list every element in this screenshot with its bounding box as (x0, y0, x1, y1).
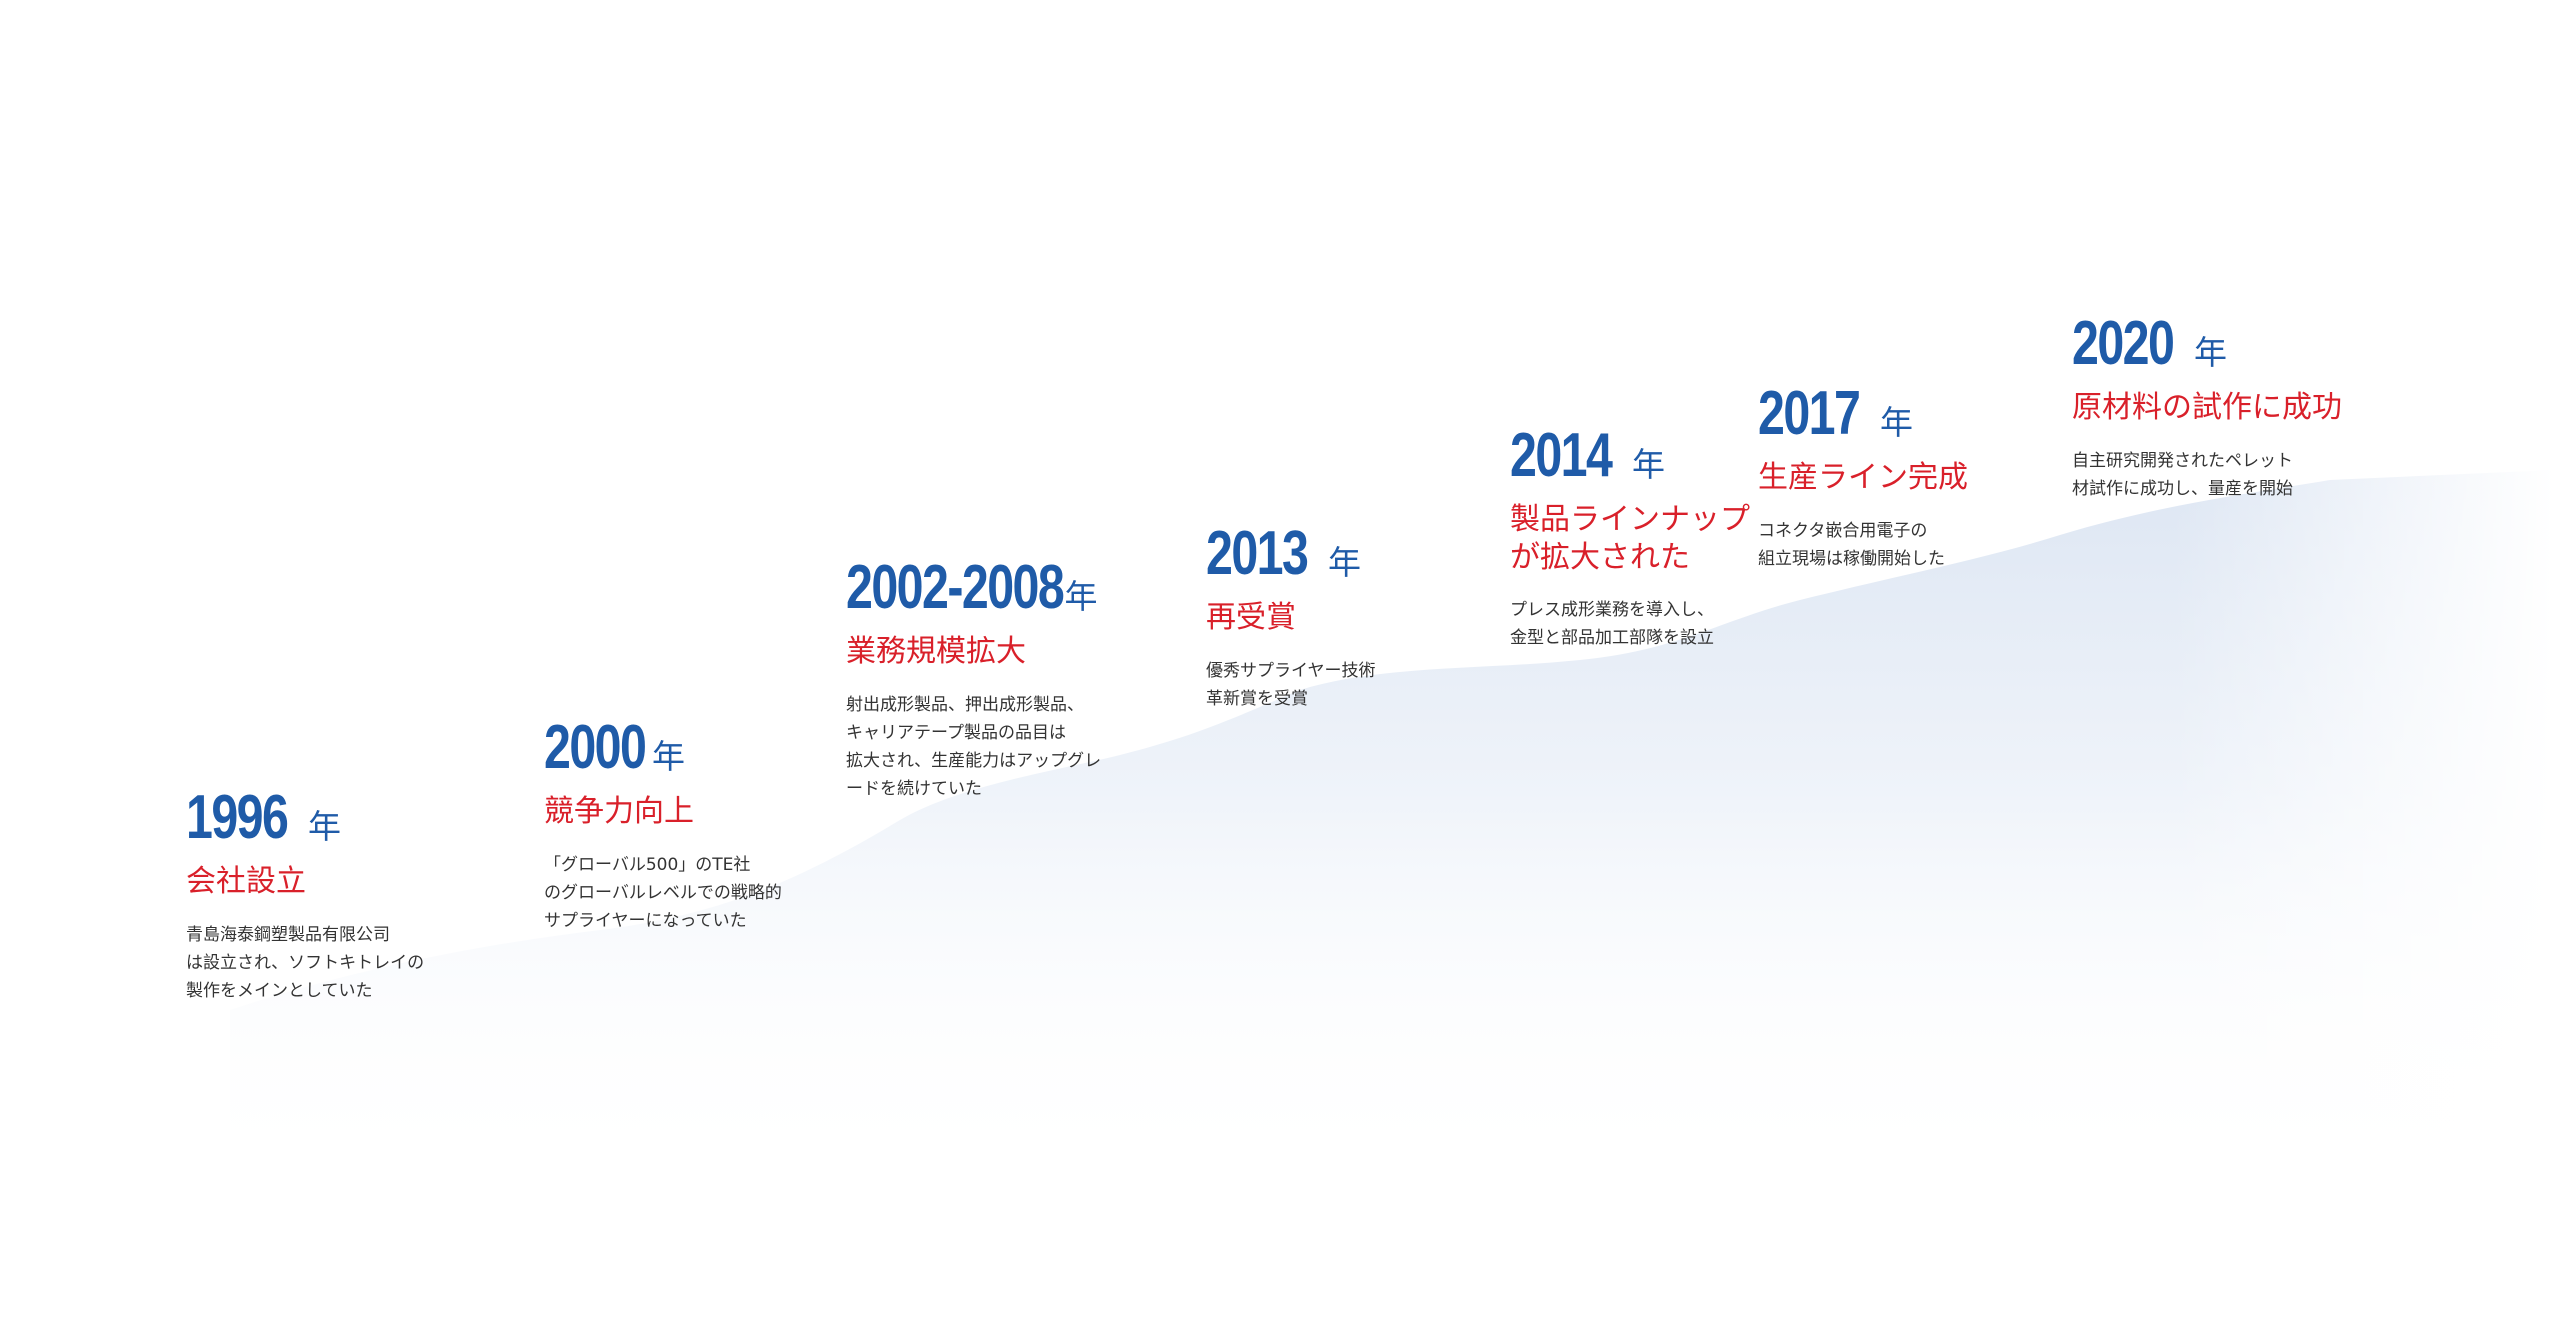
year-label: 2014 (1510, 421, 1613, 490)
event-2013: 2013 年 再受賞 優秀サプライヤー技術 革新賞を受賞 (1206, 518, 1376, 713)
event-title: 製品ラインナップ が拡大された (1510, 502, 1750, 575)
event-title: 競争力向上 (544, 794, 694, 829)
event-description: 自主研究開発されたペレット 材試作に成功し、量産を開始 (2072, 450, 2293, 499)
year-label: 2000 (544, 713, 647, 782)
event-2000: 2000 年 競争力向上 「グローバル500」のTE社 のグローバルレベルでの戦略的… (544, 712, 782, 935)
year-unit: 年 (307, 807, 341, 846)
year-label: 2020 (2072, 309, 2175, 378)
event-title: 原材料の試作に成功 (2072, 390, 2342, 425)
event-2014: 2014 年 製品ラインナップ が拡大された プレス成形業務を導入し、 金型と部品加工… (1510, 420, 1750, 652)
event-description: コネクタ嵌合用電子の 組立現場は稼働開始した (1758, 520, 1945, 569)
year-unit: 年 (1327, 543, 1361, 582)
event-description: 優秀サプライヤー技術 革新賞を受賞 (1206, 660, 1376, 709)
event-title: 再受賞 (1206, 600, 1296, 635)
year-unit: 年 (1631, 445, 1665, 484)
year-unit: 年 (2193, 333, 2227, 372)
event-description: 射出成形製品、押出成形製品、 キャリアテープ製品の品目は 拡大され、生産能力はアップ… (846, 694, 1102, 799)
year-label: 2013 (1206, 519, 1309, 588)
year-label: 2002-2008 (846, 553, 1065, 622)
year-unit: 年 (1064, 577, 1098, 616)
year-label: 2017 (1758, 379, 1861, 448)
event-description: プレス成形業務を導入し、 金型と部品加工部隊を設立 (1510, 600, 1714, 649)
year-unit: 年 (651, 737, 685, 776)
event-description: 青島海泰鋼塑製品有限公司 は設立され、ソフトキトレイの 製作をメインとしていた (186, 924, 425, 1001)
event-title: 会社設立 (186, 864, 306, 899)
event-title: 業務規模拡大 (846, 634, 1026, 669)
event-2020: 2020 年 原材料の試作に成功 自主研究開発されたペレット 材試作に成功し、量産を… (2072, 308, 2342, 503)
event-1996: 1996 年 会社設立 青島海泰鋼塑製品有限公司 は設立され、ソフトキトレイの 製作を… (186, 782, 424, 1005)
event-2017: 2017 年 生産ライン完成 コネクタ嵌合用電子の 組立現場は稼働開始した (1758, 378, 1968, 573)
event-title: 生産ライン完成 (1758, 460, 1968, 495)
event-description: 「グローバル500」のTE社 のグローバルレベルでの戦略的 サプライヤーになっていた (544, 854, 782, 931)
year-label: 1996 (186, 783, 289, 852)
event-2002-2008: 2002-2008 年 業務規模拡大 射出成形製品、押出成形製品、 キャリアテープ製… (846, 552, 1101, 803)
year-unit: 年 (1879, 403, 1913, 442)
